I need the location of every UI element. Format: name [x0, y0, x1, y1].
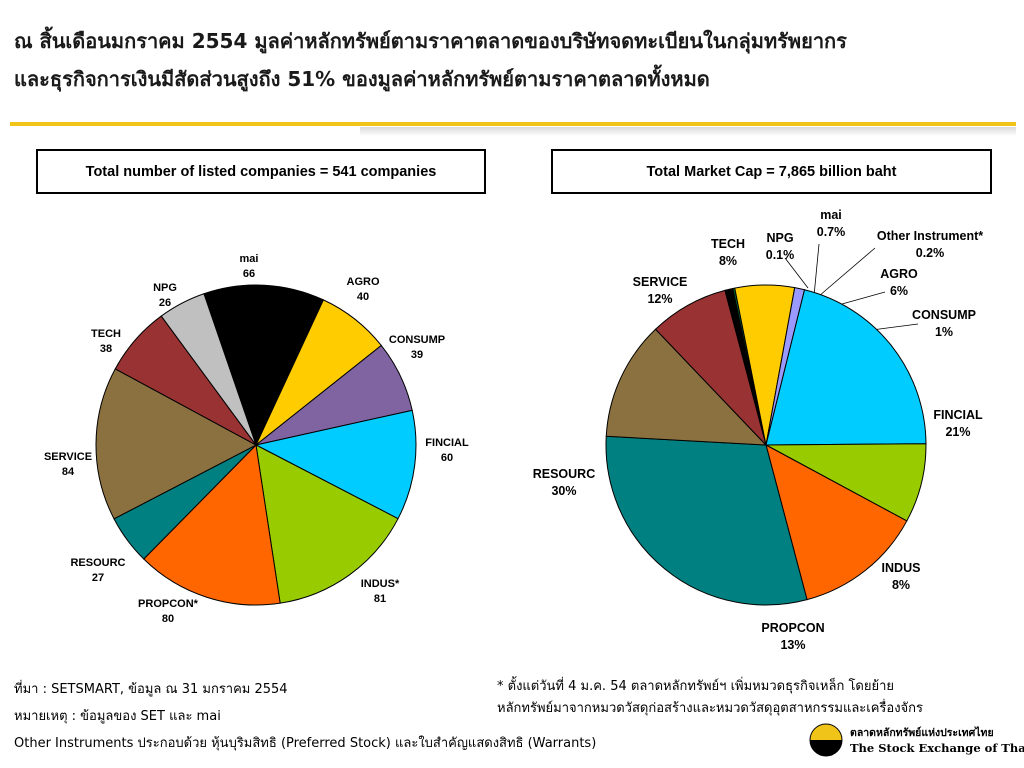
listed-label-indus: INDUS* — [361, 578, 400, 590]
title-line-1: ณ สิ้นเดือนมกราคม 2554 มูลค่าหลักทรัพย์ต… — [14, 29, 847, 53]
listed-label-resourc: RESOURC — [70, 557, 125, 569]
marketcap-value-agro: 6% — [890, 284, 908, 298]
listed-companies-pie: mai 66 AGRO 40 CONSUMP 39 FINCIAL 60 INDUS* 81 PRO… — [44, 253, 469, 625]
marketcap-label-indus: INDUS — [882, 561, 921, 575]
listed-value-indus: 81 — [374, 593, 386, 605]
source-note: ที่มา : SETSMART, ข้อมูล ณ 31 มกราคม 255… — [14, 682, 288, 697]
marketcap-label-propcon: PROPCON — [761, 621, 824, 635]
marketcap-value-other-instrument: 0.2% — [916, 246, 945, 260]
slide-title: ณ สิ้นเดือนมกราคม 2554 มูลค่าหลักทรัพย์ต… — [14, 22, 1014, 98]
listed-slice-indus — [255, 444, 399, 604]
set-logo-thai-name: ตลาดหลักทรัพย์แห่งประเทศไทย — [850, 727, 994, 739]
listed-label-agro: AGRO — [347, 276, 380, 288]
listed-slice-propcon — [143, 443, 281, 606]
marketcap-label-tech: TECH — [711, 237, 745, 251]
marketcap-leader-npg — [784, 257, 809, 289]
marketcap-value-indus: 8% — [892, 578, 910, 592]
marketcap-label-resourc: RESOURC — [533, 467, 596, 481]
marketcap-slice-propcon — [765, 444, 908, 601]
listed-label-propcon: PROPCON* — [138, 598, 199, 610]
listed-slice-service — [95, 368, 258, 520]
marketcap-leader-consump — [871, 323, 919, 331]
listed-value-tech: 38 — [100, 343, 112, 355]
listed-value-mai: 66 — [243, 268, 255, 280]
listed-value-consump: 39 — [411, 349, 423, 361]
marketcap-label-npg: NPG — [766, 231, 793, 245]
listed-slice-npg — [160, 293, 257, 446]
listed-label-fincial: FINCIAL — [425, 437, 469, 449]
marketcap-label-consump: CONSUMP — [912, 308, 976, 322]
listed-label-service: SERVICE — [44, 451, 92, 463]
listed-value-service: 84 — [62, 466, 75, 478]
marketcap-slice-service — [605, 328, 768, 446]
marketcap-leader-other-instrument — [818, 247, 876, 297]
marketcap-value-tech: 8% — [719, 254, 737, 268]
listed-slice-fincial — [254, 409, 417, 520]
marketcap-value-propcon: 13% — [780, 638, 805, 652]
marketcap-value-fincial: 21% — [945, 425, 970, 439]
marketcap-slice-resourc — [605, 435, 808, 606]
asterisk-note-line-2: หลักทรัพย์มาจากหมวดวัสดุก่อสร้างและหมวดว… — [497, 701, 924, 716]
listed-slice-mai — [203, 284, 325, 447]
listed-value-propcon: 80 — [162, 613, 174, 625]
marketcap-label-fincial: FINCIAL — [933, 408, 983, 422]
marketcap-label-service: SERVICE — [633, 275, 688, 289]
marketcap-slice-fincial — [765, 289, 927, 446]
market-cap-pie: mai 0.7% Other Instrument* 0.2% AGRO 6% CONSUM… — [533, 208, 984, 652]
listed-label-mai: mai — [240, 253, 259, 265]
set-logo-icon — [809, 723, 843, 757]
marketcap-slice-npg — [724, 289, 767, 446]
listed-value-agro: 40 — [357, 291, 369, 303]
listed-companies-box: Total number of listed companies = 541 c… — [36, 149, 486, 194]
marketcap-leader-mai — [813, 243, 820, 297]
title-underline-shadow — [360, 127, 1016, 136]
listed-label-npg: NPG — [153, 282, 177, 294]
marketcap-value-npg: 0.1% — [766, 248, 795, 262]
other-instruments-note: Other Instruments ประกอบด้วย หุ้นบุริมสิ… — [14, 736, 597, 751]
marketcap-value-resourc: 30% — [551, 484, 576, 498]
remark-note: หมายเหตุ : ข้อมูลของ SET และ mai — [14, 709, 221, 724]
listed-value-npg: 26 — [159, 297, 171, 309]
marketcap-leader-agro — [841, 291, 886, 305]
title-underline — [10, 122, 1016, 126]
market-cap-box: Total Market Cap = 7,865 billion baht — [551, 149, 992, 194]
marketcap-label-agro: AGRO — [880, 267, 918, 281]
marketcap-value-service: 12% — [647, 292, 672, 306]
marketcap-label-mai: mai — [820, 208, 842, 222]
marketcap-label-other-instrument: Other Instrument* — [877, 229, 983, 243]
listed-label-tech: TECH — [91, 328, 121, 340]
listed-companies-label: Total number of listed companies = 541 c… — [85, 163, 437, 180]
asterisk-note-line-1: * ตั้งแต่วันที่ 4 ม.ค. 54 ตลาดหลักทรัพย์… — [497, 679, 895, 694]
marketcap-value-consump: 1% — [935, 325, 953, 339]
market-cap-label: Total Market Cap = 7,865 billion baht — [646, 163, 897, 180]
title-line-2: และธุรกิจการเงินมีสัดส่วนสูงถึง 51% ของม… — [14, 67, 710, 91]
set-logo-english-name: The Stock Exchange of Thailand — [850, 741, 1024, 755]
listed-value-fincial: 60 — [441, 452, 453, 464]
marketcap-value-mai: 0.7% — [817, 225, 846, 239]
listed-label-consump: CONSUMP — [389, 334, 445, 346]
listed-value-resourc: 27 — [92, 572, 104, 584]
